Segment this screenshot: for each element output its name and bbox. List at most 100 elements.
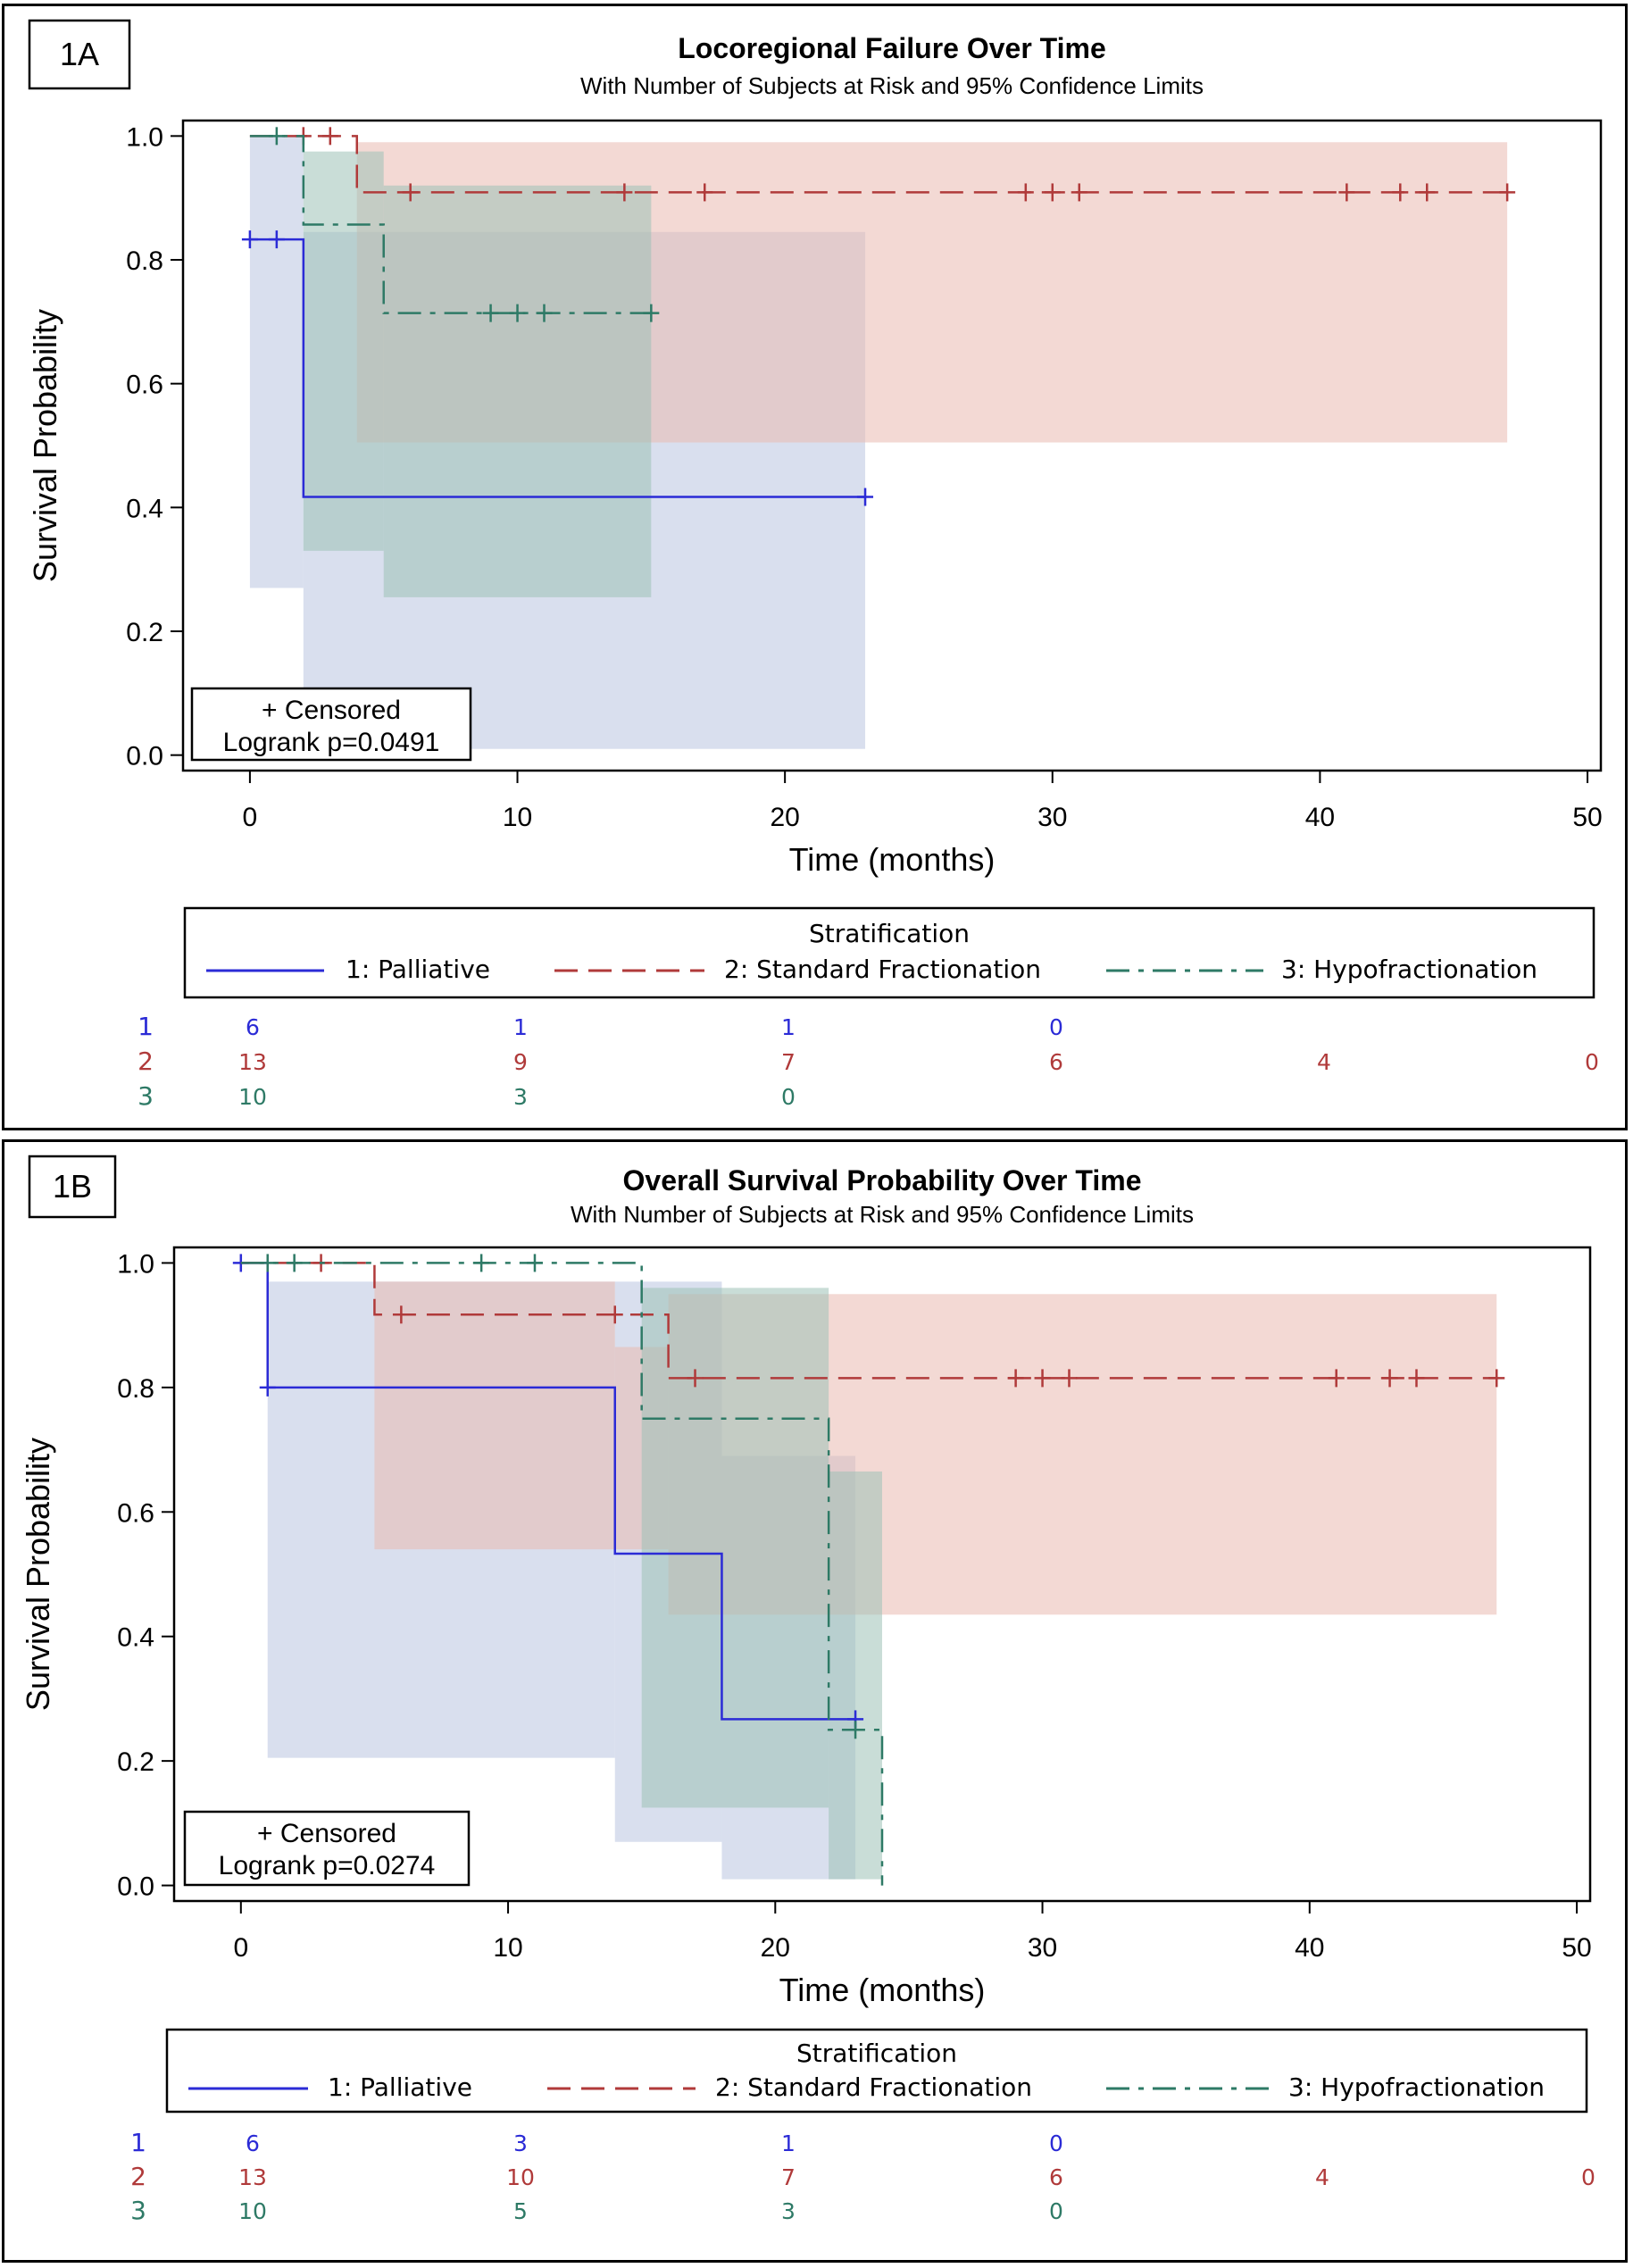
km-curve-hypo	[240, 1262, 884, 1886]
at-risk-count-standard: 7	[781, 1049, 796, 1075]
at-risk-count-palliative: 3	[513, 2130, 528, 2156]
censor-mark-standard	[1419, 183, 1436, 202]
at-risk-count-standard: 9	[513, 1049, 528, 1075]
y-tick-label: 0.8	[126, 246, 163, 276]
at-risk-group-standard: 2	[130, 2162, 146, 2191]
x-tick-label: 30	[1028, 1933, 1057, 1963]
legend-label-hypo: 3: Hypofractionation	[1281, 955, 1537, 984]
censor-mark-standard	[402, 183, 419, 202]
legend-label-standard: 2: Standard Fractionation	[724, 955, 1041, 984]
y-tick-label: 0.4	[126, 494, 163, 523]
x-tick-label: 40	[1295, 1933, 1324, 1963]
ci-band-hypo	[303, 151, 384, 551]
panel-label: 1A	[60, 36, 99, 72]
at-risk-group-palliative: 1	[130, 2128, 146, 2157]
x-tick-label: 20	[770, 803, 799, 832]
at-risk-group-palliative: 1	[137, 1012, 154, 1041]
x-tick-label: 30	[1037, 803, 1067, 832]
censor-logrank-box	[190, 687, 472, 762]
at-risk-count-standard: 0	[1585, 1049, 1599, 1075]
at-risk-count-hypo: 10	[238, 2198, 267, 2224]
y-tick-label: 0.2	[126, 618, 163, 647]
censor-mark-standard	[1061, 1369, 1078, 1388]
censor-mark-palliative	[857, 488, 874, 506]
panel-label: 1B	[53, 1168, 92, 1205]
km-curve-palliative	[240, 1262, 856, 1721]
censor-mark-hypo	[473, 1254, 490, 1272]
at-risk-count-standard: 7	[781, 2164, 796, 2190]
censor-mark-standard	[1499, 183, 1516, 202]
x-tick-label: 40	[1305, 803, 1335, 832]
y-tick-label: 0.4	[117, 1623, 154, 1653]
plot-frame	[172, 1246, 1592, 1903]
y-tick-label: 1.0	[117, 1249, 154, 1279]
legend-title: Stratification	[809, 919, 970, 948]
censor-mark-standard	[1338, 183, 1355, 202]
plot-frame	[181, 119, 1603, 772]
x-tick-label: 10	[493, 1933, 522, 1963]
at-risk-count-hypo: 3	[513, 1084, 528, 1110]
legend-box	[183, 906, 1596, 999]
censor-mark-standard	[616, 183, 633, 202]
at-risk-count-palliative: 1	[781, 2130, 796, 2156]
y-axis-label: Survival Probability	[20, 1438, 56, 1711]
censor-mark-standard	[1071, 183, 1087, 202]
ci-band-hypo	[383, 185, 652, 597]
panel-label-box	[28, 19, 131, 90]
ci-band-hypo	[641, 1288, 829, 1808]
y-tick-label: 0.2	[117, 1747, 154, 1777]
legend-title: Stratification	[796, 2039, 957, 2068]
censored-legend-text: + Censored	[257, 1819, 396, 1848]
censor-mark-palliative	[268, 230, 285, 249]
km-chart-1a: 1A Locoregional Failure Over Time With Num…	[27, 19, 1603, 1111]
y-tick-label: 0.0	[117, 1872, 154, 1902]
at-risk-count-palliative: 6	[246, 1014, 260, 1040]
x-axis-label: Time (months)	[789, 841, 996, 878]
ci-band-palliative	[249, 136, 304, 588]
censor-mark-standard	[1488, 1369, 1505, 1388]
y-axis-label: Survival Probability	[27, 309, 63, 582]
at-risk-count-standard: 13	[238, 2164, 267, 2190]
censor-mark-standard	[1034, 1369, 1051, 1388]
at-risk-count-standard: 6	[1049, 2164, 1063, 2190]
y-tick-label: 0.8	[117, 1374, 154, 1404]
at-risk-count-standard: 13	[238, 1049, 267, 1075]
chart-title: Overall Survival Probability Over Time	[623, 1164, 1142, 1197]
censor-mark-standard	[1007, 1369, 1024, 1388]
at-risk-group-standard: 2	[137, 1046, 154, 1076]
censor-mark-standard	[1017, 183, 1034, 202]
censor-mark-hypo	[847, 1721, 864, 1739]
censor-mark-standard	[1381, 1369, 1398, 1388]
at-risk-count-palliative: 1	[513, 1014, 528, 1040]
ci-band-standard	[374, 1281, 615, 1550]
censor-mark-standard	[1044, 183, 1061, 202]
at-risk-count-hypo: 5	[513, 2198, 528, 2224]
at-risk-count-standard: 6	[1049, 1049, 1063, 1075]
at-risk-count-palliative: 6	[246, 2130, 260, 2156]
legend-label-palliative: 1: Palliative	[328, 2072, 472, 2102]
at-risk-count-palliative: 0	[1049, 2130, 1063, 2156]
at-risk-count-standard: 0	[1581, 2164, 1596, 2190]
censor-mark-hypo	[643, 304, 660, 322]
at-risk-count-hypo: 3	[781, 2198, 796, 2224]
censor-mark-hypo	[526, 1254, 543, 1272]
at-risk-count-standard: 4	[1317, 1049, 1331, 1075]
censor-mark-hypo	[286, 1254, 303, 1272]
censor-mark-standard	[1328, 1369, 1345, 1388]
panel-1a: 1A Locoregional Failure Over Time With Num…	[2, 4, 1628, 1130]
at-risk-count-hypo: 10	[238, 1084, 267, 1110]
x-tick-label: 50	[1562, 1933, 1591, 1963]
panel-1b: 1B Overall Survival Probability Over Time…	[2, 1139, 1628, 2263]
censor-mark-hypo	[259, 1254, 276, 1272]
censor-mark-standard	[321, 127, 338, 146]
censor-mark-standard	[1392, 183, 1409, 202]
logrank-pvalue: Logrank p=0.0274	[219, 1851, 436, 1880]
ci-band-hypo	[829, 1471, 882, 1880]
logrank-pvalue: Logrank p=0.0491	[223, 728, 440, 757]
censored-legend-text: + Censored	[262, 696, 401, 725]
censor-mark-standard	[687, 1369, 704, 1388]
censor-mark-palliative	[241, 230, 258, 249]
legend-label-palliative: 1: Palliative	[346, 955, 490, 984]
censor-mark-hypo	[536, 304, 553, 322]
chart-subtitle: With Number of Subjects at Risk and 95% …	[571, 1201, 1194, 1228]
